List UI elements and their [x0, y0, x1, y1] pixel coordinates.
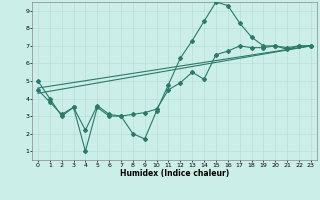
X-axis label: Humidex (Indice chaleur): Humidex (Indice chaleur) — [120, 169, 229, 178]
